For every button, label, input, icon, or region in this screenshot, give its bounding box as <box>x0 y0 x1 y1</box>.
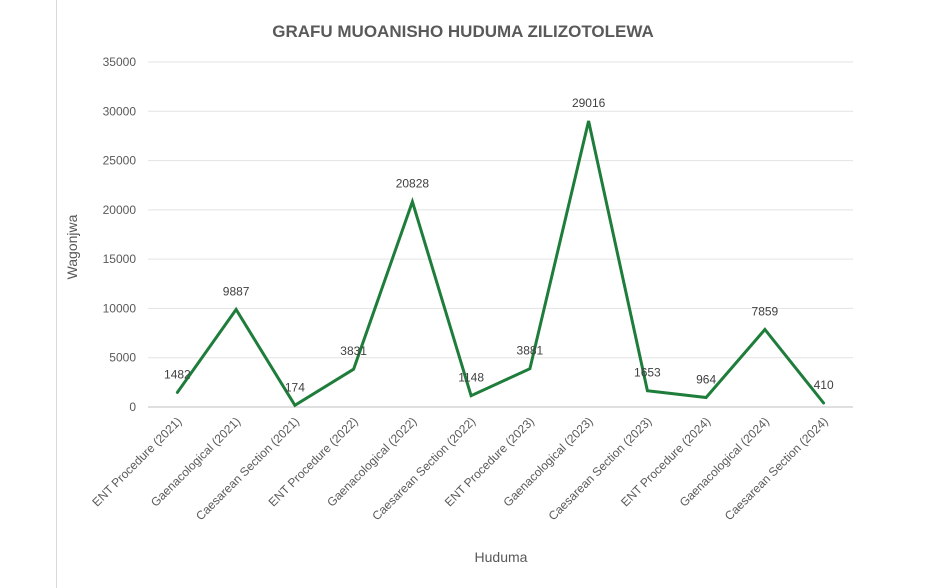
data-label: 964 <box>696 372 716 386</box>
data-label: 7859 <box>752 305 779 319</box>
y-tick-label: 20000 <box>103 203 137 217</box>
y-tick-label: 10000 <box>103 301 137 315</box>
gridlines <box>148 61 853 408</box>
data-label: 410 <box>814 378 834 392</box>
y-tick-label: 0 <box>129 400 136 414</box>
y-tick-label: 30000 <box>103 104 137 118</box>
y-tick-label: 25000 <box>103 154 137 168</box>
data-label: 20828 <box>396 177 430 191</box>
series-line-group <box>175 120 826 408</box>
data-labels: 1482 9887 174 3831 20828 1148 3881 29016 1653 964… <box>164 96 834 394</box>
y-tick-label: 35000 <box>103 55 137 69</box>
data-label: 1482 <box>164 367 191 381</box>
data-label: 3831 <box>340 344 367 358</box>
y-axis-label: Wagonjwa <box>64 214 80 279</box>
data-label: 29016 <box>572 96 606 110</box>
series-line <box>175 120 826 408</box>
x-tick-label: Caesarean Section (2024) <box>722 414 831 523</box>
y-axis-ticks: 0 5000 10000 15000 20000 25000 30000 35000 <box>103 55 137 414</box>
data-label: 1653 <box>634 366 661 380</box>
data-label: 174 <box>285 380 305 394</box>
x-tick-label: Caesarean Section (2021) <box>193 414 302 523</box>
data-label: 9887 <box>223 285 250 299</box>
x-tick-label: Caesarean Section (2022) <box>369 414 478 523</box>
data-label: 3881 <box>517 344 544 358</box>
y-tick-label: 15000 <box>103 252 137 266</box>
x-axis-ticks: ENT Procedure (2021)Gaenacological (2021… <box>89 414 830 523</box>
x-axis-label: Huduma <box>475 549 528 565</box>
chart-frame-left-border <box>56 0 57 588</box>
data-label: 1148 <box>458 371 484 385</box>
chart-title: GRAFU MUOANISHO HUDUMA ZILIZOTOLEWA <box>272 22 654 41</box>
y-tick-label: 5000 <box>109 351 136 365</box>
x-tick-label: Caesarean Section (2023) <box>546 414 655 523</box>
